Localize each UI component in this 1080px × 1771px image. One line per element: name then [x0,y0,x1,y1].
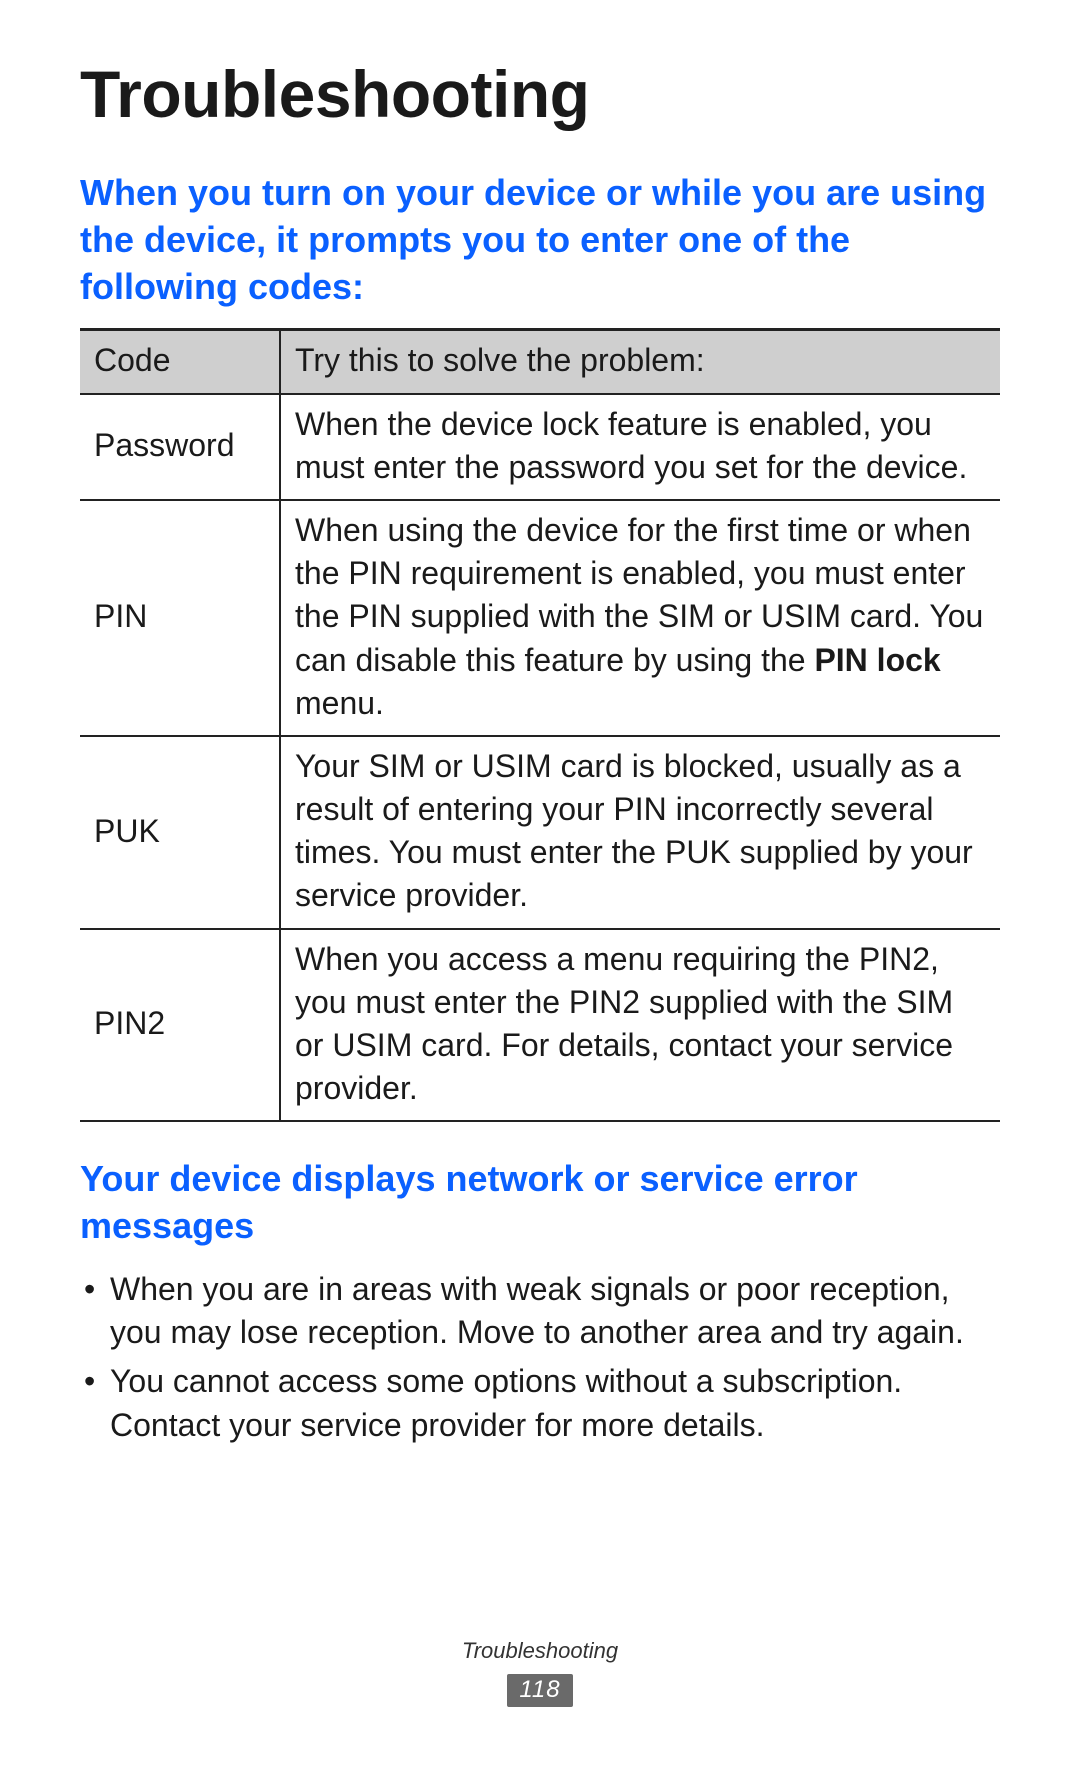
bullet-list: When you are in areas with weak signals … [80,1268,1000,1447]
list-item: When you are in areas with weak signals … [80,1268,1000,1354]
section-heading-codes: When you turn on your device or while yo… [80,170,1000,310]
code-cell: PUK [80,736,280,929]
code-cell: Password [80,394,280,500]
table-row: Password When the device lock feature is… [80,394,1000,500]
page: Troubleshooting When you turn on your de… [0,0,1080,1771]
solution-text-bold: PIN lock [814,642,940,678]
section-heading-network: Your device displays network or service … [80,1156,1000,1250]
list-item: You cannot access some options without a… [80,1360,1000,1446]
code-cell: PIN [80,500,280,736]
table-row: PUK Your SIM or USIM card is blocked, us… [80,736,1000,929]
solution-cell: When you access a menu requiring the PIN… [280,929,1000,1122]
solution-cell: When using the device for the first time… [280,500,1000,736]
table-header-row: Code Try this to solve the problem: [80,330,1000,394]
solution-text-post: menu. [295,685,384,721]
table-row: PIN When using the device for the first … [80,500,1000,736]
page-title: Troubleshooting [80,56,1000,132]
solution-cell: Your SIM or USIM card is blocked, usuall… [280,736,1000,929]
page-number: 118 [507,1674,572,1707]
table-row: PIN2 When you access a menu requiring th… [80,929,1000,1122]
footer-section-label: Troubleshooting [0,1638,1080,1664]
code-cell: PIN2 [80,929,280,1122]
page-footer: Troubleshooting 118 [0,1638,1080,1707]
solution-cell: When the device lock feature is enabled,… [280,394,1000,500]
codes-table: Code Try this to solve the problem: Pass… [80,328,1000,1122]
table-header-solution: Try this to solve the problem: [280,330,1000,394]
table-header-code: Code [80,330,280,394]
